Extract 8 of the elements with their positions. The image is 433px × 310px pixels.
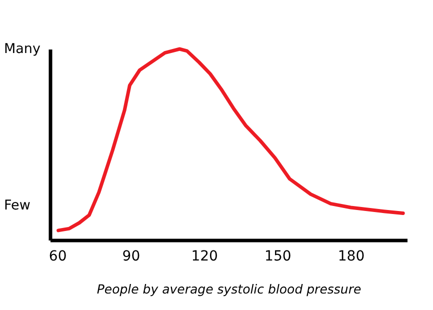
x-tick-label: 90 [122,248,140,264]
text: Few [4,198,30,214]
x-tick-label: 180 [338,248,365,264]
x-axis-title: People by average systolic blood pressure [96,282,362,296]
x-tick-label: 60 [48,248,67,264]
x-tick-label: 150 [264,248,292,264]
text: Many [4,41,40,57]
x-tick-label: 120 [191,248,218,264]
